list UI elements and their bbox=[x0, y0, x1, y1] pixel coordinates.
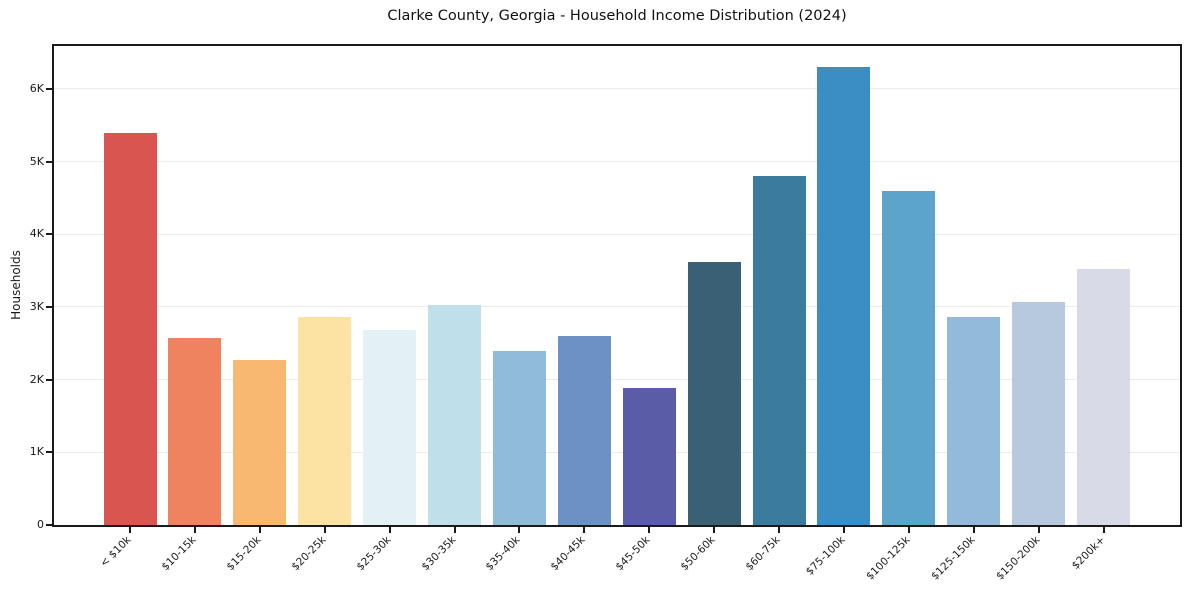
bar-$45-50k bbox=[622, 388, 676, 525]
bar-$25-30k bbox=[363, 330, 417, 525]
y-tick bbox=[46, 524, 52, 526]
y-tick bbox=[46, 451, 52, 454]
plot-area bbox=[52, 44, 1182, 527]
bar-$40-45k bbox=[557, 336, 611, 525]
bar-$10-15k bbox=[168, 338, 222, 525]
x-tick bbox=[907, 527, 910, 533]
bar-$100-125k bbox=[882, 190, 936, 525]
bar-$30-35k bbox=[428, 304, 481, 525]
gridline-4K bbox=[54, 233, 1180, 235]
bar-$125-150k bbox=[947, 317, 1001, 525]
y-tick bbox=[46, 87, 52, 90]
bar-$35-40k bbox=[492, 351, 546, 525]
x-tick bbox=[972, 527, 975, 533]
y-tick bbox=[46, 378, 52, 381]
y-tick-label: 0 bbox=[37, 518, 44, 531]
x-tick bbox=[193, 527, 196, 533]
bar-< $10k bbox=[103, 133, 157, 525]
x-tick bbox=[583, 527, 586, 533]
x-tick bbox=[518, 527, 521, 533]
x-tick bbox=[1037, 527, 1040, 533]
gridline-1K bbox=[54, 451, 1180, 453]
y-tick-label: 6K bbox=[29, 81, 44, 95]
x-tick bbox=[323, 527, 326, 533]
x-tick bbox=[648, 527, 651, 533]
gridline-2K bbox=[54, 379, 1180, 381]
y-tick-label: 4K bbox=[29, 227, 44, 241]
chart-title: Clarke County, Georgia - Household Incom… bbox=[387, 8, 847, 24]
bar-$20-25k bbox=[298, 317, 352, 525]
gridline-5K bbox=[54, 161, 1180, 163]
x-tick bbox=[842, 527, 845, 533]
y-tick bbox=[46, 233, 52, 236]
bar-$15-20k bbox=[233, 360, 287, 525]
x-tick bbox=[1102, 527, 1105, 533]
bar-$50-60k bbox=[687, 261, 741, 525]
gridline-3K bbox=[54, 306, 1180, 308]
x-tick bbox=[388, 527, 391, 533]
y-tick bbox=[46, 305, 52, 308]
bar-$150-200k bbox=[1012, 301, 1066, 525]
x-tick bbox=[258, 527, 261, 533]
bar-$75-100k bbox=[817, 67, 871, 525]
gridline-6K bbox=[54, 88, 1180, 90]
x-tick bbox=[453, 527, 456, 533]
y-tick-label: 5K bbox=[29, 154, 44, 168]
y-tick bbox=[46, 160, 52, 163]
x-tick bbox=[129, 527, 131, 533]
y-tick-label: 1K bbox=[29, 445, 44, 459]
x-tick-label: < $10k bbox=[97, 534, 134, 570]
x-tick bbox=[778, 527, 780, 533]
y-tick-label: 3K bbox=[29, 299, 44, 313]
x-tick bbox=[713, 527, 716, 533]
y-tick-label: 2K bbox=[29, 372, 44, 386]
bar-$200k+ bbox=[1077, 269, 1130, 525]
bar-$60-75k bbox=[752, 176, 806, 525]
